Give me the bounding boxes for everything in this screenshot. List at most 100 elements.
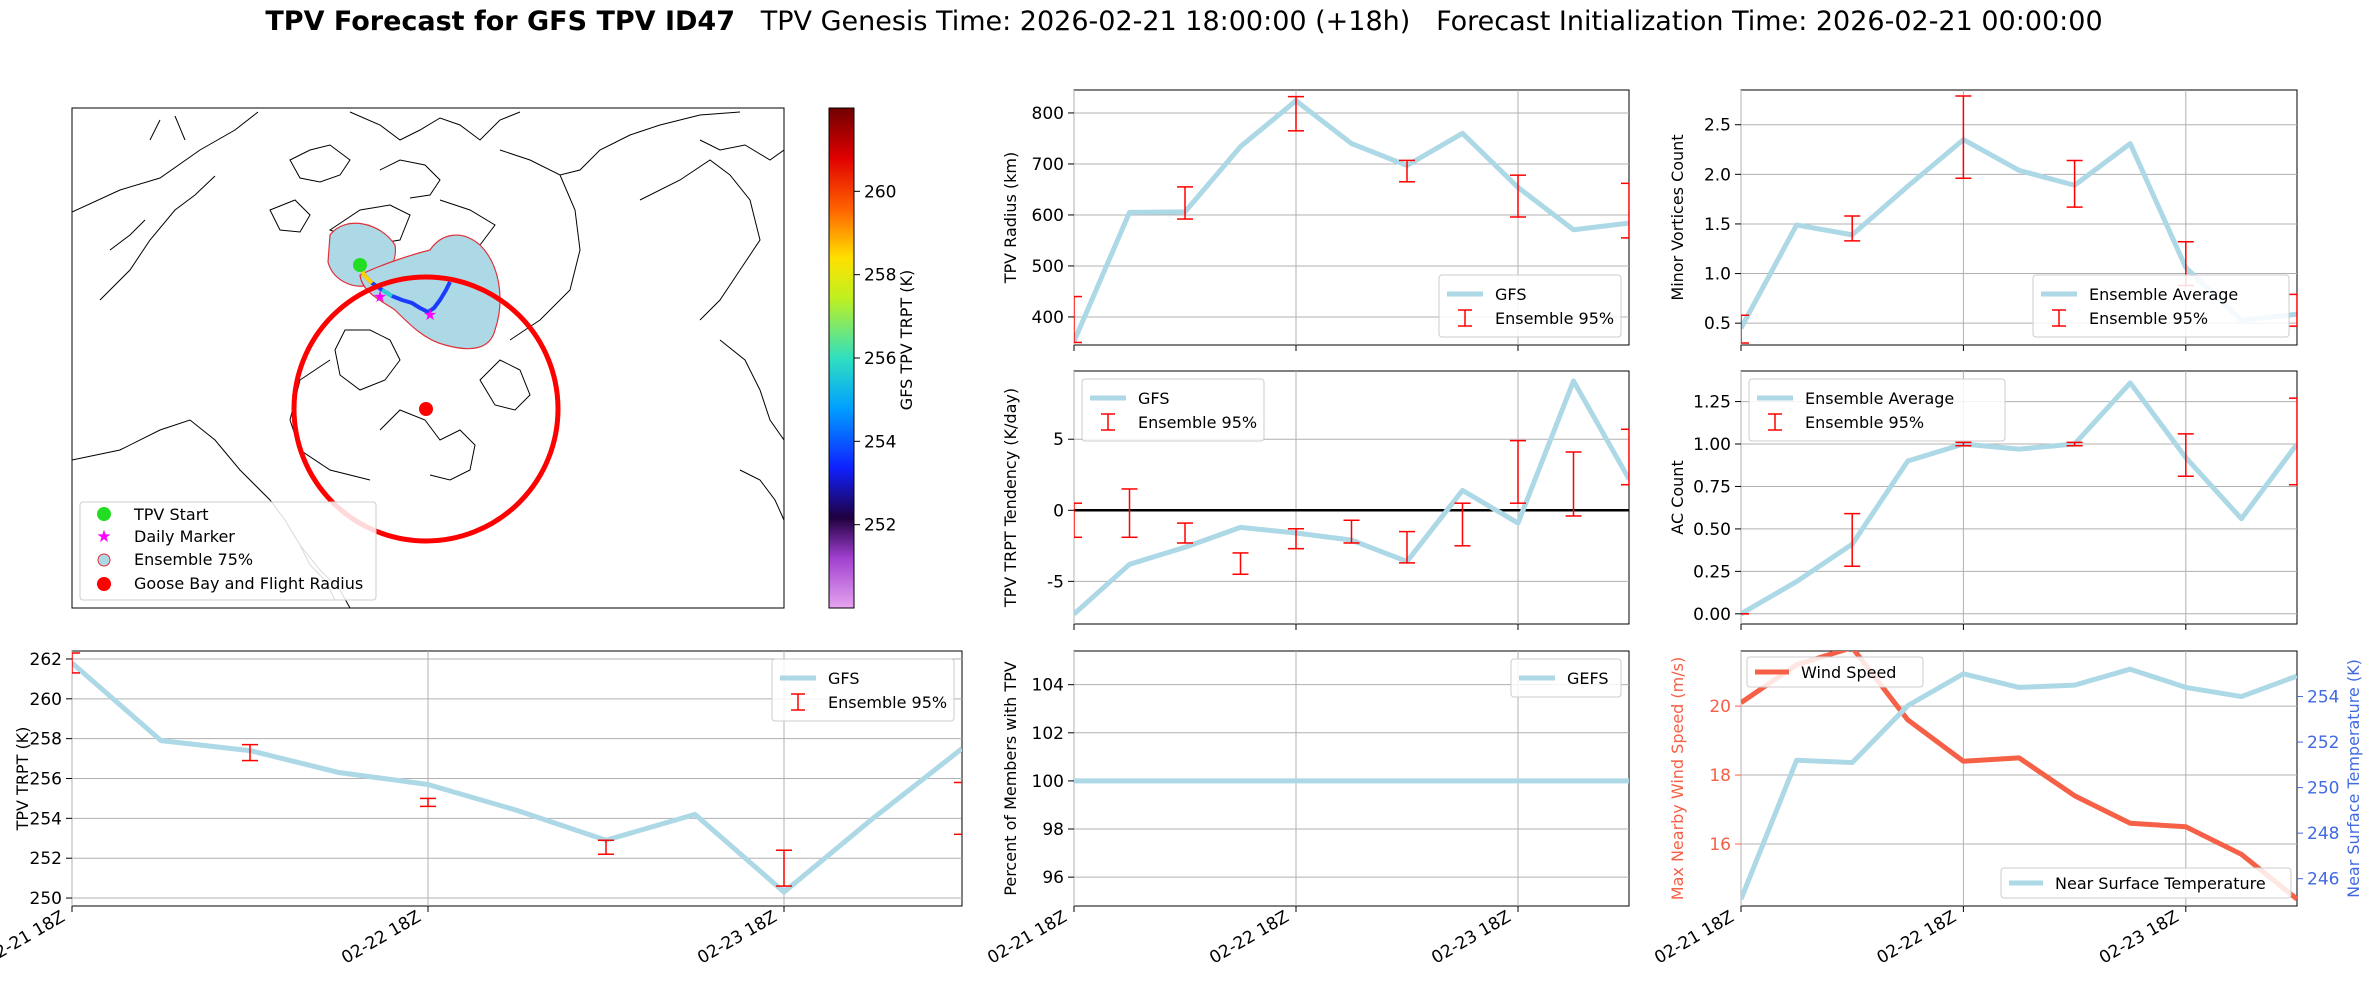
y-tick-label: 800 bbox=[1032, 104, 1064, 124]
y2-axis-label: Near Surface Temperature (K) bbox=[2344, 659, 2363, 898]
legend-box bbox=[1510, 658, 1622, 698]
y2-tick-label: 254 bbox=[2307, 688, 2339, 708]
y-tick-label: 18 bbox=[1709, 766, 1731, 786]
y-tick-label: 0.75 bbox=[1693, 477, 1731, 497]
colorbar-gradient bbox=[828, 107, 855, 609]
y-tick-label: -5 bbox=[1047, 572, 1064, 592]
y-tick-label: 100 bbox=[1032, 772, 1064, 792]
legend-box bbox=[771, 658, 955, 722]
y-axis-label: Percent of Members with TPV bbox=[1001, 661, 1020, 895]
legend-label: Ensemble 95% bbox=[1805, 413, 1924, 432]
colorbar-tick-label: 260 bbox=[864, 182, 896, 202]
y-tick-label: 254 bbox=[30, 809, 62, 829]
legend-box bbox=[2032, 274, 2290, 338]
legend-box bbox=[1081, 378, 1265, 442]
map-legend: TPV Start ★ Daily Marker Ensemble 75% Go… bbox=[79, 501, 377, 601]
colorbar-tick-label: 256 bbox=[864, 349, 896, 369]
y-tick-label: 262 bbox=[30, 650, 62, 670]
legend-box bbox=[1438, 274, 1622, 338]
y-tick-label: 20 bbox=[1709, 697, 1731, 717]
x-tick-label: 02-22 18Z bbox=[1206, 907, 1292, 968]
legend-goosebay-marker bbox=[97, 577, 111, 591]
y2-tick-label: 252 bbox=[2307, 733, 2339, 753]
colorbar-tick-label: 258 bbox=[864, 266, 896, 286]
y-tick-label: 2.5 bbox=[1704, 116, 1731, 136]
y-tick-label: 1.0 bbox=[1704, 265, 1731, 285]
chart-trpt: 02-21 18Z 02-22 18Z 02-23 18Z 250 252 254 256 2… bbox=[0, 650, 963, 968]
y2-tick-label: 250 bbox=[2307, 779, 2339, 799]
series-group bbox=[72, 652, 962, 895]
legend-label: GEFS bbox=[1567, 669, 1609, 688]
legend-label: GFS bbox=[828, 669, 859, 688]
legend: GFS Ensemble 95% bbox=[1438, 274, 1622, 338]
y-axis-label: TPV TRPT (K) bbox=[13, 727, 32, 832]
y-tick-label: 98 bbox=[1042, 820, 1064, 840]
x-tick-label: 02-22 18Z bbox=[1874, 907, 1960, 968]
genesis-time: TPV Genesis Time: 2026-02-21 18:00:00 (+… bbox=[760, 6, 1411, 37]
legend-daily-marker: ★ bbox=[96, 527, 111, 547]
y-tick-label: 500 bbox=[1032, 257, 1064, 277]
legend-start-marker bbox=[97, 507, 111, 521]
legend-label: Near Surface Temperature bbox=[2055, 874, 2266, 893]
chart-radius: 400 500 600 700 800 TPV Radius (km) GFS Ensembl… bbox=[1001, 89, 1630, 351]
y-axis-label: Max Nearby Wind Speed (m/s) bbox=[1668, 657, 1687, 900]
legend: GFS Ensemble 95% bbox=[1081, 378, 1265, 442]
legend: Ensemble Average Ensemble 95% bbox=[1748, 378, 2006, 442]
y-tick-label: 16 bbox=[1709, 835, 1731, 855]
chart-ac: 0.00 0.25 0.50 0.75 1.00 1.25 AC Count Ensemble… bbox=[1668, 370, 2298, 630]
y2-tick-label: 246 bbox=[2307, 870, 2339, 890]
colorbar: 252 254 256 258 260 GFS TPV TRPT (K) bbox=[828, 107, 916, 609]
y-tick-label: 256 bbox=[30, 770, 62, 790]
series-group bbox=[1074, 95, 1629, 344]
series-line bbox=[72, 661, 962, 895]
init-time: Forecast Initialization Time: 2026-02-21… bbox=[1436, 6, 2103, 37]
legend-label: Ensemble 95% bbox=[828, 693, 947, 712]
y-tick-label: 252 bbox=[30, 849, 62, 869]
legend-ensemble-label: Ensemble 75% bbox=[134, 550, 253, 569]
legend: Near Surface Temperature bbox=[2000, 867, 2292, 899]
series-group bbox=[1741, 380, 2297, 616]
x-tick-label: 02-21 18Z bbox=[0, 907, 69, 968]
legend-label: Ensemble 95% bbox=[2089, 309, 2208, 328]
legend-daily-label: Daily Marker bbox=[134, 527, 235, 546]
legend-label: Ensemble 95% bbox=[1495, 309, 1614, 328]
svg-text:★: ★ bbox=[373, 287, 387, 306]
legend: Ensemble Average Ensemble 95% bbox=[2032, 274, 2290, 338]
y-tick-label: 0 bbox=[1053, 501, 1064, 521]
y-tick-label: 102 bbox=[1032, 724, 1064, 744]
chart-minor: 0.5 1.0 1.5 2.0 2.5 Minor Vortices Count Ensem… bbox=[1668, 89, 2298, 351]
colorbar-label: GFS TPV TRPT (K) bbox=[897, 270, 916, 410]
legend: Wind Speed bbox=[1746, 656, 1924, 688]
y-axis-label: TPV Radius (km) bbox=[1001, 152, 1020, 285]
legend-start-label: TPV Start bbox=[133, 505, 209, 524]
chart-percent: 02-21 18Z 02-22 18Z 02-23 18Z 96 98 100 102 104… bbox=[984, 650, 1630, 968]
legend-label: Ensemble 95% bbox=[1138, 413, 1257, 432]
legend-label: GFS bbox=[1138, 389, 1169, 408]
series-line bbox=[1074, 98, 1629, 343]
y-tick-label: 258 bbox=[30, 730, 62, 750]
colorbar-tick-label: 254 bbox=[864, 432, 896, 452]
figure-title-main: TPV Forecast for GFS TPV ID47 bbox=[265, 6, 735, 37]
legend-label: Ensemble Average bbox=[1805, 389, 1954, 408]
y-tick-label: 0.5 bbox=[1704, 314, 1731, 334]
legend: GEFS bbox=[1510, 658, 1622, 698]
y2-tick-label: 248 bbox=[2307, 824, 2339, 844]
y-tick-label: 250 bbox=[30, 889, 62, 909]
y-axis-label: TPV TRPT Tendency (K/day) bbox=[1001, 388, 1020, 608]
legend: GFS Ensemble 95% bbox=[771, 658, 955, 722]
y-tick-label: 5 bbox=[1053, 430, 1064, 450]
x-tick-label: 02-23 18Z bbox=[694, 907, 780, 968]
legend-label: GFS bbox=[1495, 285, 1526, 304]
series-group bbox=[1741, 651, 2297, 902]
x-tick-label: 02-22 18Z bbox=[338, 907, 424, 968]
y-tick-label: 96 bbox=[1042, 868, 1064, 888]
y-tick-label: 0.50 bbox=[1693, 520, 1731, 540]
legend-box bbox=[1746, 656, 1924, 688]
legend-box bbox=[1748, 378, 2006, 442]
legend-ensemble-marker bbox=[97, 553, 111, 567]
y-tick-label: 1.25 bbox=[1693, 393, 1731, 413]
y-tick-label: 1.00 bbox=[1693, 435, 1731, 455]
series-line bbox=[1741, 380, 2297, 616]
svg-text:★: ★ bbox=[423, 305, 437, 324]
